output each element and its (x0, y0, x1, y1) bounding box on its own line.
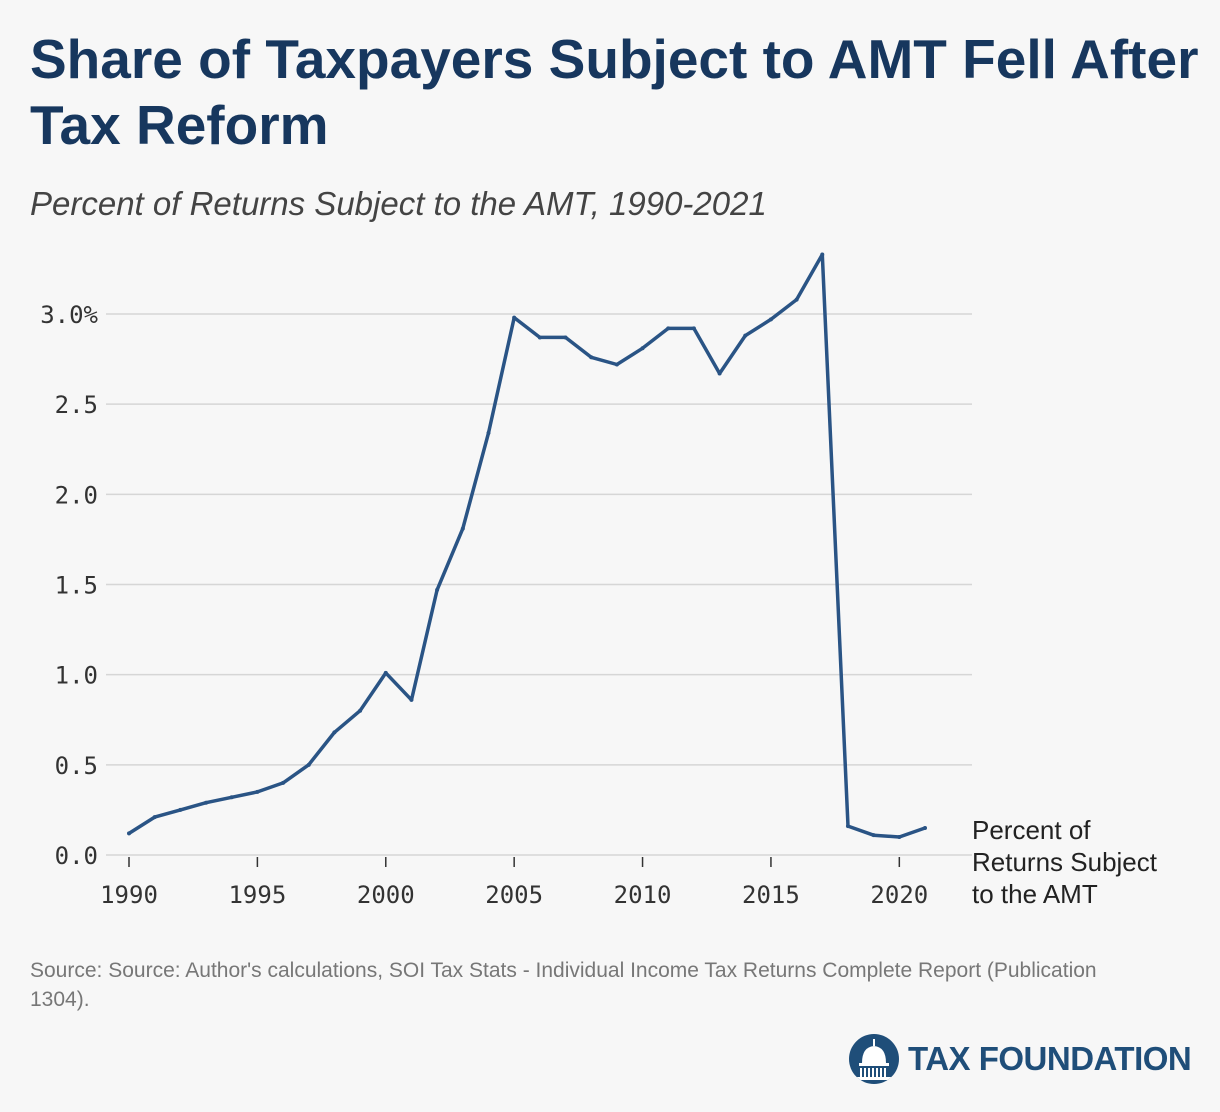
data-point (383, 670, 388, 675)
x-tick-label: 2010 (614, 881, 672, 909)
chart-subtitle: Percent of Returns Subject to the AMT, 1… (30, 185, 767, 222)
x-tick-label: 2015 (742, 881, 800, 909)
tax-foundation-logo: TAX FOUNDATION (848, 1031, 1192, 1087)
data-point (820, 252, 825, 257)
data-point (306, 762, 311, 767)
y-tick-label: 0.0 (55, 842, 98, 870)
series-label-line: to the AMT (972, 879, 1098, 909)
x-tick-label: 1995 (228, 881, 286, 909)
source-note: Source: Source: Author's calculations, S… (30, 959, 1097, 1011)
data-point (178, 807, 183, 812)
data-point (512, 315, 517, 320)
y-axis: 0.0 0.5 1.0 1.5 2.0 2.5 3.0% (40, 301, 98, 870)
y-tick-label: 1.0 (55, 662, 98, 690)
data-point (563, 335, 568, 340)
y-tick-label: 0.5 (55, 752, 98, 780)
y-tick-label: 2.5 (55, 391, 98, 419)
data-point (691, 326, 696, 331)
x-tick-label: 2020 (870, 881, 928, 909)
data-point (255, 789, 260, 794)
data-point (640, 346, 645, 351)
data-point (717, 371, 722, 376)
data-point (152, 815, 157, 820)
data-point (537, 335, 542, 340)
data-point (743, 333, 748, 338)
line-chart: 0.0 0.5 1.0 1.5 2.0 2.5 3.0% 1990 1995 2000 2005 2… (40, 252, 1158, 909)
data-point (229, 795, 234, 800)
data-point (768, 317, 773, 322)
x-tick-label: 2000 (357, 881, 415, 909)
data-point (923, 825, 927, 830)
y-tick-label: 3.0% (40, 301, 98, 329)
data-point (897, 834, 902, 839)
capitol-dome-icon (849, 1034, 899, 1084)
x-axis: 1990 1995 2000 2005 2010 2015 2020 (100, 857, 928, 909)
series-label-line: Percent of (972, 815, 1091, 845)
data-point (845, 824, 850, 829)
data-point (281, 780, 286, 785)
data-point (409, 697, 414, 702)
series-label-layer: Percent of Returns Subject to the AMT (972, 815, 1158, 909)
data-point (614, 362, 619, 367)
series-layer (127, 252, 927, 839)
x-tick-label: 2005 (485, 881, 543, 909)
series-label-line: Returns Subject (972, 847, 1158, 877)
data-point (204, 800, 209, 805)
data-point (460, 526, 465, 531)
data-point (358, 708, 363, 713)
gridlines (106, 313, 972, 856)
x-tick-label: 1990 (100, 881, 158, 909)
data-point (589, 355, 594, 360)
data-point (794, 297, 799, 302)
data-point (486, 431, 491, 436)
data-point (127, 831, 131, 836)
series-line (127, 252, 927, 839)
chart-title: Share of Taxpayers Subject to AMT Fell A… (30, 28, 1199, 156)
data-point (871, 833, 876, 838)
data-point (666, 326, 671, 331)
y-tick-label: 1.5 (55, 572, 98, 600)
logo-text: TAX FOUNDATION (908, 1040, 1192, 1077)
y-tick-label: 2.0 (55, 481, 98, 509)
data-point (332, 730, 337, 735)
series-label: Percent of Returns Subject to the AMT (972, 815, 1158, 909)
data-point (435, 587, 440, 592)
